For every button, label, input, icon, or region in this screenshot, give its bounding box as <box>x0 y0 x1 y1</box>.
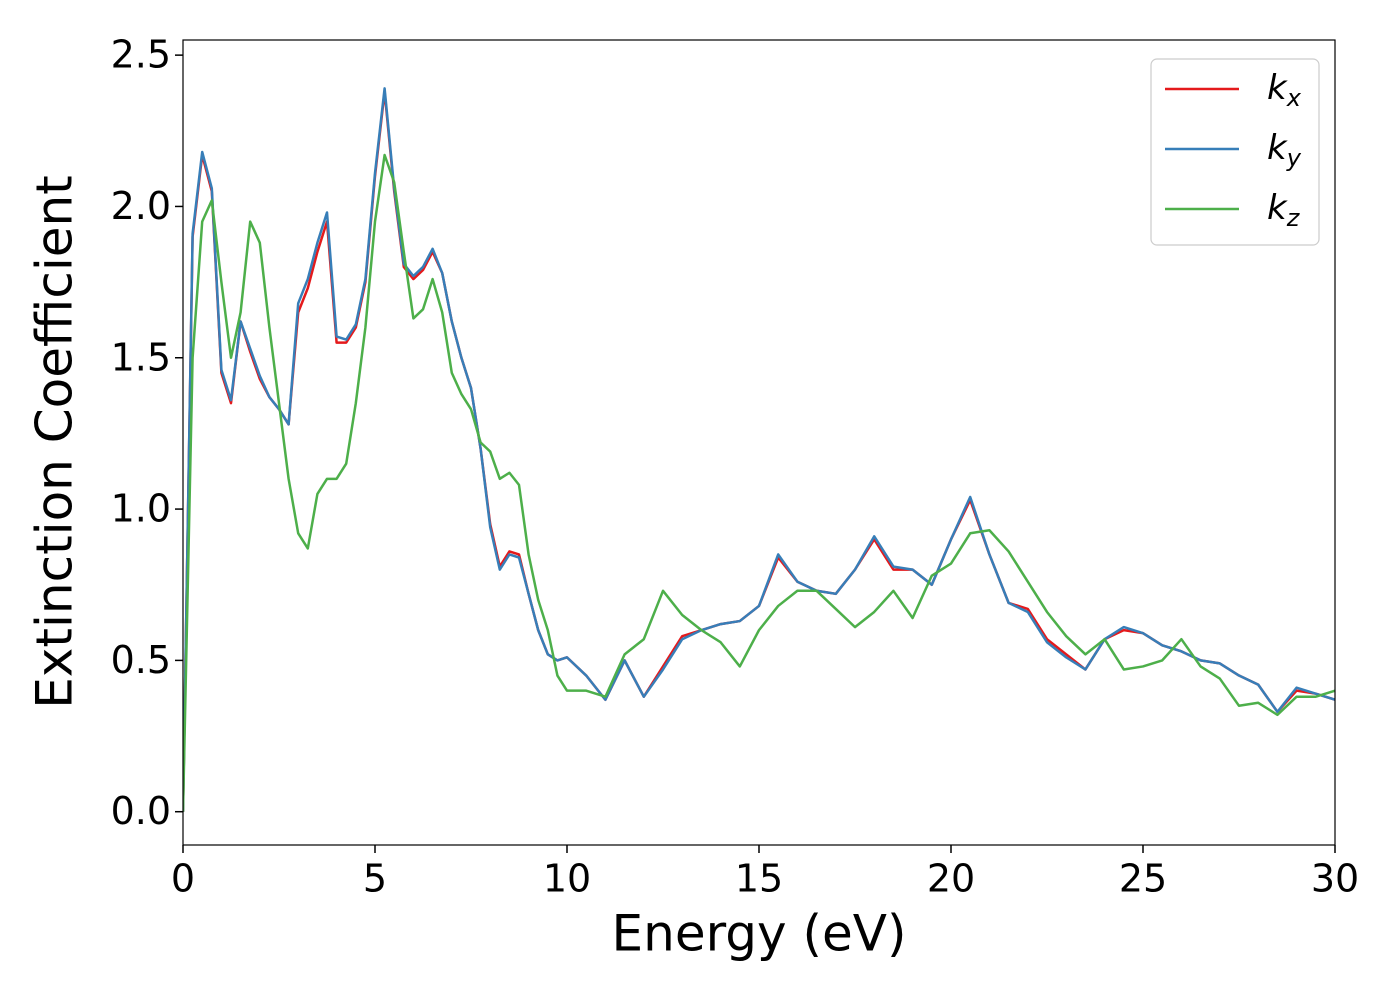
line-series <box>183 153 1335 812</box>
legend: kx ky kz <box>1150 58 1320 246</box>
x-tick-label: 30 <box>1311 857 1359 901</box>
x-tick-label: 15 <box>735 857 783 901</box>
y-tick-label: 0.5 <box>111 638 171 682</box>
y-tick-label: 2.0 <box>111 184 171 228</box>
legend-label: kz <box>1267 188 1301 233</box>
legend-label: ky <box>1267 128 1302 173</box>
x-tick-label: 25 <box>1119 857 1167 901</box>
line-series <box>183 87 1335 812</box>
x-tick-label: 10 <box>543 857 591 901</box>
y-tick-label: 0.0 <box>111 789 171 833</box>
y-tick-label: 1.0 <box>111 487 171 531</box>
x-tick-label: 20 <box>927 857 975 901</box>
legend-label: kx <box>1267 68 1302 113</box>
plot-frame <box>182 39 1336 846</box>
y-tick-label: 1.5 <box>111 335 171 379</box>
x-axis-label: Energy (eV) <box>612 905 907 963</box>
y-tick-label: 2.5 <box>111 33 171 77</box>
x-tick-label: 5 <box>363 857 387 901</box>
legend-frame <box>1150 58 1320 246</box>
x-tick-label: 0 <box>171 857 195 901</box>
y-axis-label: Extinction Coefficient <box>26 175 84 709</box>
